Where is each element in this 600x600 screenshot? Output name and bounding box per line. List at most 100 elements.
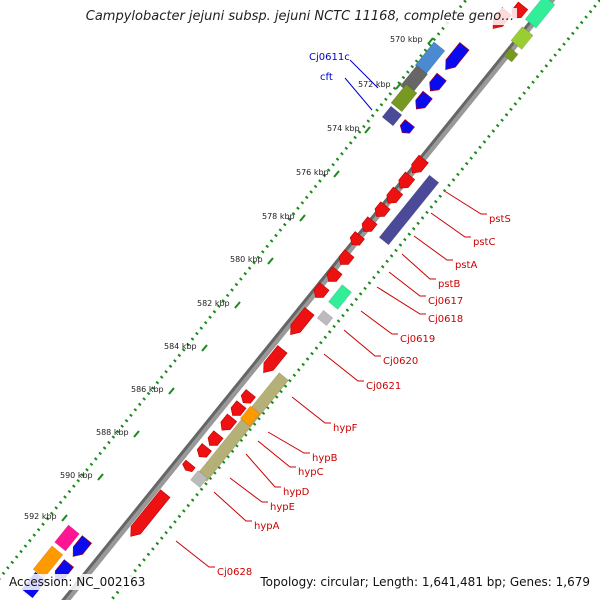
cds-block (263, 345, 288, 374)
grey-feature-block-2-shape (190, 470, 208, 488)
kbp-tick-mark (201, 344, 208, 352)
gene-label-cj0619: Cj0619 (400, 334, 435, 345)
blue-cds-block (445, 42, 470, 71)
outer-dotted-ring (0, 0, 468, 580)
cds-block (338, 249, 355, 265)
leader-line (349, 59, 379, 89)
gene-label-cj0628: Cj0628 (217, 567, 252, 578)
leader-line (245, 453, 281, 488)
kbp-tick-mark (333, 170, 340, 178)
kbp-tick-label: 582 kbp (197, 299, 230, 308)
blue-cds-block (415, 90, 433, 110)
leader-line (388, 271, 426, 297)
leader-line (344, 77, 373, 111)
cds-block (386, 186, 404, 204)
cds-block-shape (374, 201, 391, 217)
leader-line (323, 353, 364, 382)
cds-block-shape (240, 389, 256, 404)
kbp-tick-label: 580 kbp (230, 255, 263, 264)
kbp-tick-label: 586 kbp (131, 385, 164, 394)
gene-label-hype: hypE (270, 502, 295, 513)
cds-block (130, 489, 171, 537)
kbp-tick-label: 570 kbp (390, 35, 423, 44)
leader-line (291, 396, 331, 424)
kbp-tick-mark (267, 257, 274, 265)
kbp-tick-label: 576 kbp (296, 168, 329, 177)
olive-green-feature-block (390, 83, 418, 113)
green-small-block (503, 47, 519, 63)
cds-block (196, 443, 212, 458)
map-title: Campylobacter jejuni subsp. jejuni NCTC … (0, 8, 600, 25)
leader-line (413, 235, 453, 261)
grey-feature-block-2 (190, 470, 208, 488)
leader-line (257, 440, 296, 468)
cds-block-shape (220, 413, 238, 431)
backbone-shadow (61, 0, 556, 600)
blue-cds-block (429, 72, 447, 92)
pink-feature-block (54, 524, 80, 552)
leader-line (213, 491, 252, 522)
kbp-tick-label: 584 kbp (164, 342, 197, 351)
leader-line (343, 329, 381, 357)
teal-feature-block (327, 284, 353, 310)
gene-label-hypf: hypF (333, 423, 358, 434)
cds-block-shape (230, 400, 247, 416)
purple-small-block (381, 105, 403, 127)
cds-block (374, 201, 391, 217)
gene-label-cft: cft (320, 72, 333, 83)
cds-block-shape (386, 186, 404, 204)
kbp-tick-label: 574 kbp (327, 124, 360, 133)
cds-block (230, 400, 247, 416)
cds-block (240, 389, 256, 404)
kbp-tick-mark (168, 387, 175, 395)
teal-top-block-shape (524, 0, 556, 29)
teal-feature-block-shape (327, 284, 353, 310)
blue-cds-block-shape (415, 90, 433, 110)
gene-label-cj0611c: Cj0611c (309, 52, 350, 63)
leader-line (445, 191, 487, 215)
olive-green-feature-block-shape (390, 83, 418, 113)
yellowgreen-top-block (510, 26, 534, 50)
orange-bottom-block (32, 545, 64, 579)
gene-label-cj0618: Cj0618 (428, 314, 463, 325)
blue-cds-block (72, 535, 93, 557)
gene-label-hypa: hypA (254, 521, 280, 532)
cds-block-shape (313, 282, 330, 298)
gene-label-cj0620: Cj0620 (383, 356, 418, 367)
orange-bottom-block-shape (32, 545, 64, 579)
kbp-tick-mark (364, 126, 371, 134)
yellowgreen-top-block-shape (510, 26, 534, 50)
cds-block-shape (338, 249, 355, 265)
pink-feature-block-shape (54, 524, 80, 552)
leader-line (267, 431, 310, 454)
gene-label-cj0617: Cj0617 (428, 296, 463, 307)
gene-label-hypd: hypD (283, 487, 310, 498)
blue-cds-block-shape (72, 535, 93, 557)
orange-feature-block (239, 405, 261, 427)
kbp-tick-mark (61, 514, 68, 522)
cds-block-shape (290, 307, 315, 336)
kbp-tick-label: 578 kbp (262, 212, 295, 221)
cds-block (398, 171, 416, 189)
leader-line (229, 477, 268, 503)
leader-line (430, 212, 471, 238)
kbp-tick-label: 588 kbp (96, 428, 129, 437)
cds-block-shape (398, 171, 416, 189)
cds-block-shape (411, 154, 429, 174)
accession-text: Accession: NC_002163 (7, 574, 148, 590)
leader-line (376, 286, 426, 315)
cds-block-shape (326, 266, 343, 282)
backbone (61, 0, 550, 600)
gene-label-hypc: hypC (298, 467, 324, 478)
green-small-block-shape (503, 47, 519, 63)
cds-block (207, 430, 224, 446)
purple-small-block-shape (381, 105, 403, 127)
cds-block-shape (182, 459, 196, 473)
kbp-tick-mark (427, 37, 434, 45)
cds-block (349, 231, 365, 246)
cds-block (220, 413, 238, 431)
blue-cds-block-shape (429, 72, 447, 92)
gene-label-pstb: pstB (438, 279, 460, 290)
cds-block-shape (361, 216, 378, 232)
